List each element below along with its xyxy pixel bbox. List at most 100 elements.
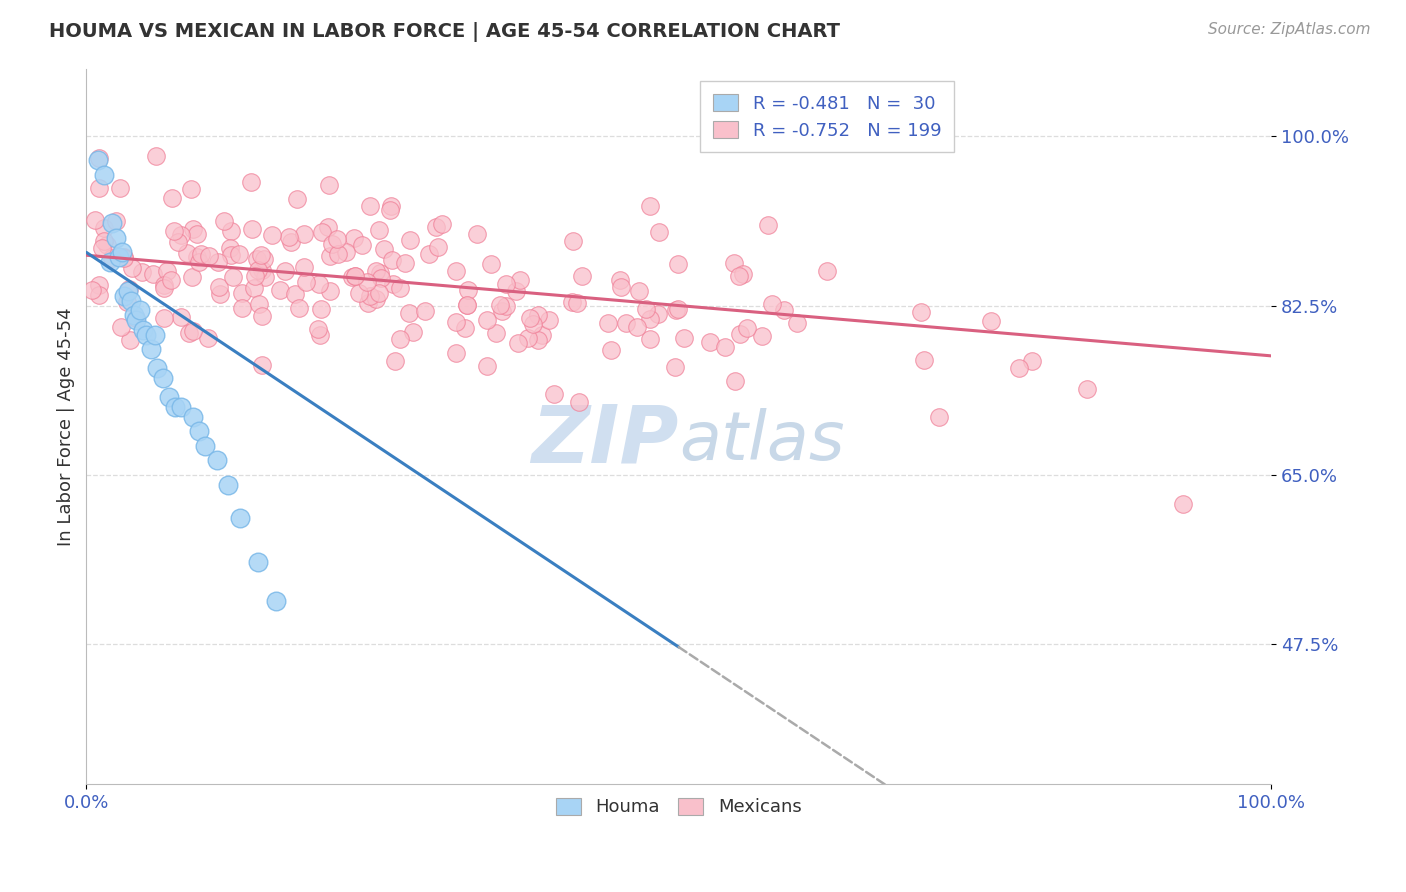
Point — [475, 312, 498, 326]
Point — [666, 257, 689, 271]
Point — [247, 297, 270, 311]
Point — [347, 286, 370, 301]
Point — [399, 233, 422, 247]
Point — [240, 175, 263, 189]
Point — [311, 225, 333, 239]
Point — [381, 277, 404, 291]
Point — [179, 326, 201, 340]
Point — [187, 425, 209, 439]
Point — [699, 334, 721, 349]
Point — [713, 341, 735, 355]
Point — [454, 321, 477, 335]
Point — [165, 400, 187, 414]
Point — [121, 261, 143, 276]
Point — [186, 250, 208, 264]
Point — [146, 361, 169, 376]
Point — [264, 593, 287, 607]
Point — [638, 331, 661, 345]
Point — [388, 281, 411, 295]
Point — [444, 314, 467, 328]
Point — [207, 255, 229, 269]
Point — [295, 275, 318, 289]
Point — [728, 326, 751, 341]
Point — [335, 244, 357, 259]
Point — [231, 301, 253, 315]
Point — [125, 313, 148, 327]
Point — [364, 264, 387, 278]
Point — [446, 263, 468, 277]
Point — [208, 279, 231, 293]
Point — [1171, 497, 1194, 511]
Point — [638, 199, 661, 213]
Point — [530, 327, 553, 342]
Point — [647, 307, 669, 321]
Point — [368, 266, 391, 280]
Point — [111, 245, 134, 260]
Text: ZIP: ZIP — [531, 401, 679, 480]
Point — [108, 181, 131, 195]
Point — [246, 252, 269, 266]
Point — [343, 231, 366, 245]
Point — [319, 249, 342, 263]
Point — [163, 224, 186, 238]
Point — [673, 331, 696, 345]
Text: Source: ZipAtlas.com: Source: ZipAtlas.com — [1208, 22, 1371, 37]
Point — [786, 317, 808, 331]
Point — [724, 374, 747, 388]
Point — [152, 277, 174, 292]
Point — [219, 241, 242, 255]
Point — [562, 234, 585, 248]
Point — [219, 224, 242, 238]
Point — [170, 310, 193, 324]
Point — [180, 182, 202, 196]
Point — [427, 240, 450, 254]
Point — [131, 265, 153, 279]
Point — [250, 248, 273, 262]
Point — [181, 222, 204, 236]
Point — [288, 301, 311, 316]
Point — [728, 268, 751, 283]
Point — [181, 409, 204, 424]
Point — [198, 249, 221, 263]
Point — [340, 269, 363, 284]
Point — [80, 283, 103, 297]
Point — [157, 391, 180, 405]
Point — [240, 222, 263, 236]
Point — [170, 228, 193, 243]
Point — [231, 285, 253, 300]
Point — [294, 260, 316, 275]
Point — [222, 270, 245, 285]
Point — [307, 322, 329, 336]
Point — [648, 225, 671, 239]
Point — [170, 400, 193, 414]
Point — [465, 227, 488, 242]
Point — [280, 235, 302, 249]
Point — [112, 250, 135, 264]
Point — [229, 511, 252, 525]
Point — [477, 359, 499, 373]
Point — [87, 180, 110, 194]
Point — [91, 241, 114, 255]
Point — [402, 325, 425, 339]
Point — [1076, 382, 1098, 396]
Point — [141, 342, 163, 356]
Point — [269, 284, 291, 298]
Point — [108, 250, 131, 264]
Point — [666, 301, 689, 316]
Point — [83, 212, 105, 227]
Point — [253, 270, 276, 285]
Point — [181, 324, 204, 338]
Point — [328, 246, 350, 260]
Point — [488, 297, 510, 311]
Text: atlas: atlas — [679, 408, 845, 474]
Point — [284, 287, 307, 301]
Point — [910, 305, 932, 319]
Point — [527, 333, 550, 347]
Point — [373, 242, 395, 256]
Point — [274, 263, 297, 277]
Point — [761, 297, 783, 311]
Point — [756, 218, 779, 232]
Point — [359, 199, 381, 213]
Point — [120, 293, 142, 308]
Point — [118, 282, 141, 296]
